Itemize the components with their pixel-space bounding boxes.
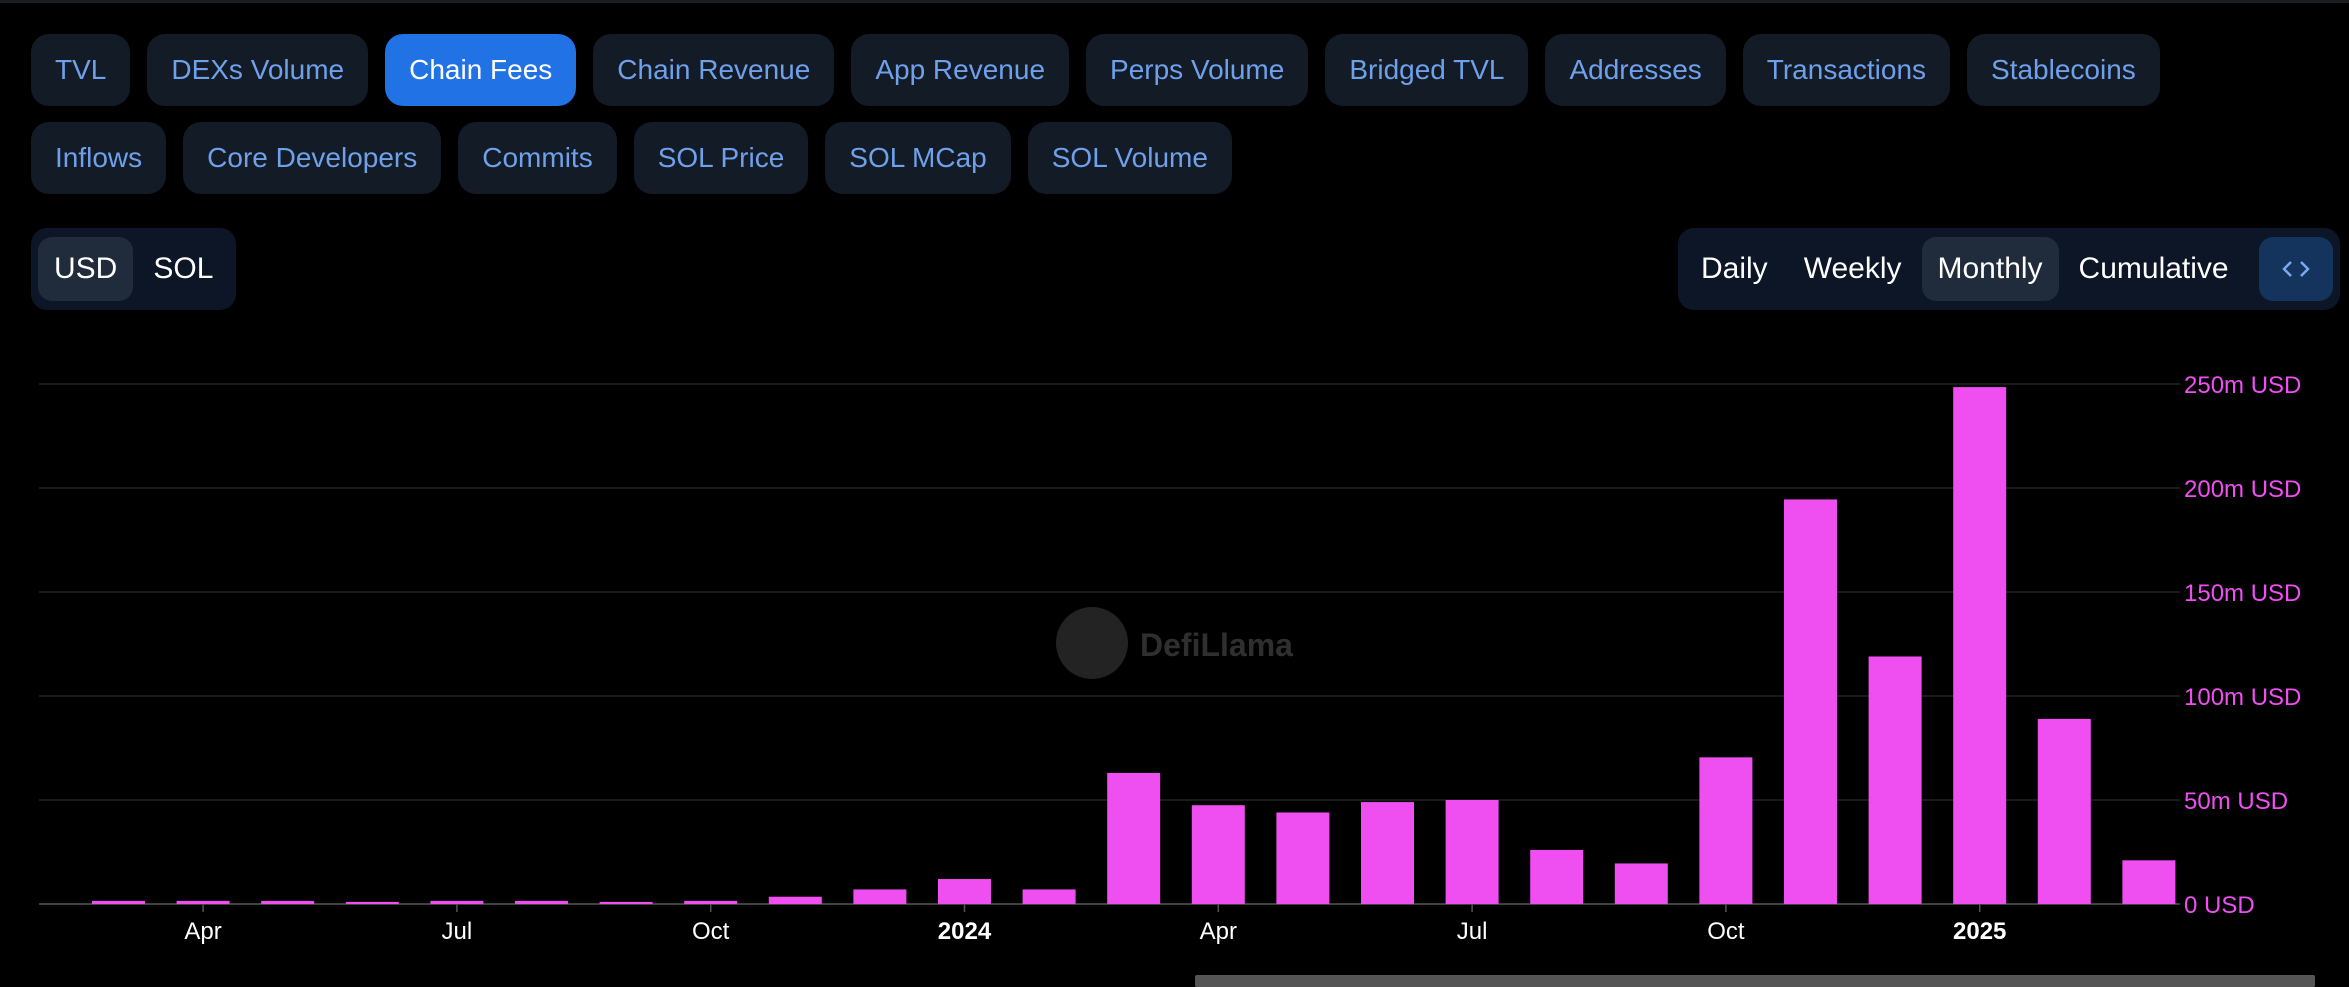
bar xyxy=(1276,812,1330,904)
bar xyxy=(853,889,907,904)
tab[interactable]: TVL xyxy=(31,34,131,106)
tab[interactable]: Core Developers xyxy=(183,122,442,194)
tab[interactable]: DEXs Volume xyxy=(147,34,369,106)
tab[interactable]: Perps Volume xyxy=(1086,34,1309,106)
tab[interactable]: App Revenue xyxy=(851,34,1070,106)
watermark-logo xyxy=(1056,607,1128,679)
bar xyxy=(430,900,484,904)
bar xyxy=(92,900,145,904)
tab-row: Inflows Core Developers Commits SOL Price SO… xyxy=(31,122,1232,194)
y-tick-label: 150m USD xyxy=(2184,580,2301,607)
bar xyxy=(1868,656,1922,904)
bar xyxy=(1191,805,1245,904)
x-tick-label: 2025 xyxy=(1953,918,2006,945)
bar xyxy=(1530,849,1584,904)
watermark: DefiLlama xyxy=(1056,607,1293,679)
bar xyxy=(1445,800,1499,904)
bar xyxy=(938,879,991,904)
period-toggle: Daily Weekly Monthly Cumulative xyxy=(1678,228,2340,310)
bar xyxy=(684,900,738,904)
bar xyxy=(345,901,399,904)
x-tick-label: 2024 xyxy=(938,918,992,945)
y-tick-label: 100m USD xyxy=(2184,684,2301,711)
tab[interactable]: Addresses xyxy=(1545,34,1726,106)
bar xyxy=(599,901,653,904)
bar xyxy=(1361,802,1414,904)
toggle-option[interactable]: Daily xyxy=(1701,252,1768,285)
bar xyxy=(1022,889,1076,904)
toggle-option[interactable]: Monthly xyxy=(1921,237,2059,301)
bar xyxy=(515,900,568,904)
tab[interactable]: SOL MCap xyxy=(825,122,1011,194)
bar xyxy=(1614,863,1668,904)
bar xyxy=(768,896,822,904)
tab[interactable]: Bridged TVL xyxy=(1325,34,1529,106)
embed-code-button[interactable] xyxy=(2258,237,2333,301)
bar xyxy=(261,900,315,904)
bar xyxy=(1699,757,1753,904)
bar xyxy=(176,900,230,904)
tab[interactable]: SOL Price xyxy=(633,122,809,194)
y-tick-label: 0 USD xyxy=(2184,892,2255,919)
x-tick-label: Apr xyxy=(1200,918,1237,945)
code-icon xyxy=(2281,261,2310,277)
tab[interactable]: Chain Fees xyxy=(385,34,577,106)
bar xyxy=(1107,772,1161,904)
bar xyxy=(1784,499,1837,904)
currency-toggle: USD SOL xyxy=(31,228,237,310)
toggle-option[interactable]: SOL xyxy=(153,252,214,285)
watermark-text: DefiLlama xyxy=(1140,627,1293,663)
top-rule xyxy=(0,0,2349,3)
x-tick-label: Apr xyxy=(184,918,221,945)
x-tick-label: Jul xyxy=(442,918,473,945)
tab[interactable]: Stablecoins xyxy=(1967,34,2160,106)
tab[interactable]: SOL Volume xyxy=(1027,122,1232,194)
bar xyxy=(2122,860,2176,904)
y-tick-label: 50m USD xyxy=(2184,788,2288,815)
toggle-option[interactable]: Weekly xyxy=(1803,252,1902,285)
tab[interactable]: Chain Revenue xyxy=(593,34,835,106)
x-tick-label: Oct xyxy=(1707,918,1745,945)
tab-row: TVL DEXs Volume Chain Fees Chain Revenue App… xyxy=(31,34,2160,106)
tab[interactable]: Commits xyxy=(458,122,617,194)
y-tick-label: 200m USD xyxy=(2184,476,2301,503)
bar xyxy=(1953,387,2007,904)
toggle-option[interactable]: USD xyxy=(38,237,134,301)
x-tick-label: Oct xyxy=(692,918,730,945)
y-tick-label: 250m USD xyxy=(2184,372,2301,399)
scrollbar[interactable] xyxy=(1195,975,2315,987)
x-tick-label: Jul xyxy=(1457,918,1488,945)
tab[interactable]: Transactions xyxy=(1742,34,1951,106)
toggle-option[interactable]: Cumulative xyxy=(2078,252,2229,285)
bar xyxy=(2037,718,2091,904)
tab[interactable]: Inflows xyxy=(31,122,167,194)
